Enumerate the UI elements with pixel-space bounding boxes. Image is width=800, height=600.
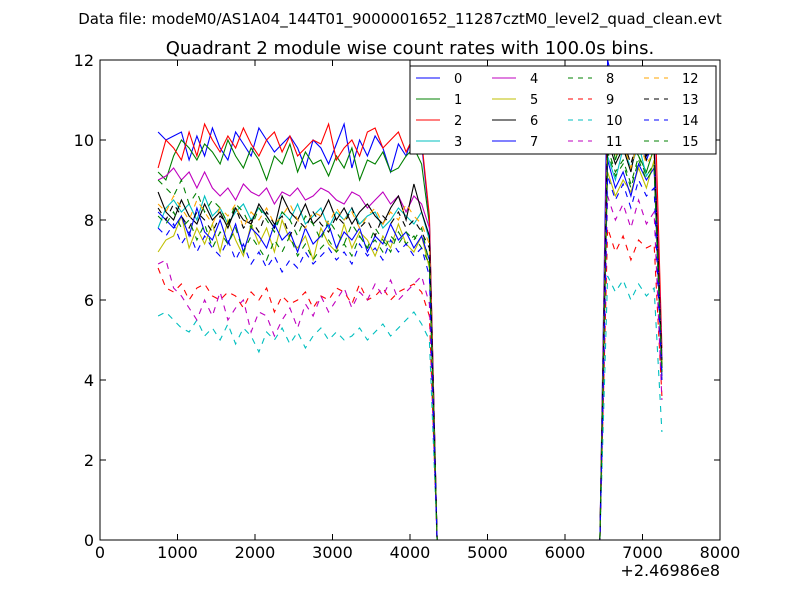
x-tick-label: 4000 [390,543,431,562]
legend-label: 6 [530,114,538,129]
x-tick-label: 3000 [312,543,353,562]
x-tick-label: 1000 [157,543,198,562]
legend-item-4: 4 [492,72,538,87]
legend-item-14: 14 [644,114,699,129]
y-tick-label: 8 [84,211,94,230]
x-tick-label: 0 [95,543,105,562]
y-tick-label: 10 [74,131,94,150]
legend-frame [409,65,717,155]
legend-item-5: 5 [492,93,538,108]
y-tick-label: 4 [84,371,94,390]
legend-label: 15 [682,135,699,150]
series-line-12 [157,131,663,540]
series-line-14 [157,175,663,540]
x-tick-label: 7000 [622,543,663,562]
series-line-9 [157,227,663,540]
x-tick-label: 8000 [700,543,741,562]
series-line-8 [157,147,663,540]
x-offset-label: +2.46986e8 [620,561,720,580]
legend-label: 4 [530,72,538,87]
series-line-15 [157,151,663,540]
legend-label: 10 [606,114,623,129]
series-line-13 [157,127,663,540]
x-tick-label: 6000 [545,543,586,562]
legend-item-13: 13 [644,93,699,108]
y-tick-label: 6 [84,291,94,310]
x-tick-label: 5000 [467,543,508,562]
chart-title: Quadrant 2 module wise count rates with … [166,38,655,59]
y-tick-label: 0 [84,531,94,550]
legend-item-1: 1 [416,93,462,108]
legend-label: 11 [606,135,623,150]
y-tick-label: 2 [84,451,94,470]
legend-label: 12 [682,72,699,87]
legend-item-12: 12 [644,72,699,87]
legend-label: 9 [606,93,614,108]
legend-item-10: 10 [568,114,623,129]
figure-suptitle: Data file: modeM0/AS1A04_144T01_90000016… [78,10,722,29]
legend-label: 2 [454,114,462,129]
legend-item-6: 6 [492,114,538,129]
legend-item-9: 9 [568,93,614,108]
legend-label: 3 [454,135,462,150]
legend-item-3: 3 [416,135,462,150]
legend-item-11: 11 [568,135,623,150]
legend-label: 5 [530,93,538,108]
y-tick-label: 12 [74,51,94,70]
legend-item-0: 0 [416,72,462,87]
series-line-10 [157,275,663,540]
legend-label: 7 [530,135,538,150]
legend-label: 1 [454,93,462,108]
legend-label: 8 [606,72,614,87]
legend-item-8: 8 [568,72,614,87]
series-layer [157,60,663,540]
legend-item-2: 2 [416,114,462,129]
legend-label: 13 [682,93,699,108]
x-tick-label: 2000 [235,543,276,562]
legend-label: 0 [454,72,462,87]
legend-item-7: 7 [492,135,538,150]
tick-layer: 0 1000 2000 3000 4000 5000 6000 7000 80000246810… [74,51,741,562]
legend-item-15: 15 [644,135,699,150]
legend-label: 14 [682,114,699,129]
